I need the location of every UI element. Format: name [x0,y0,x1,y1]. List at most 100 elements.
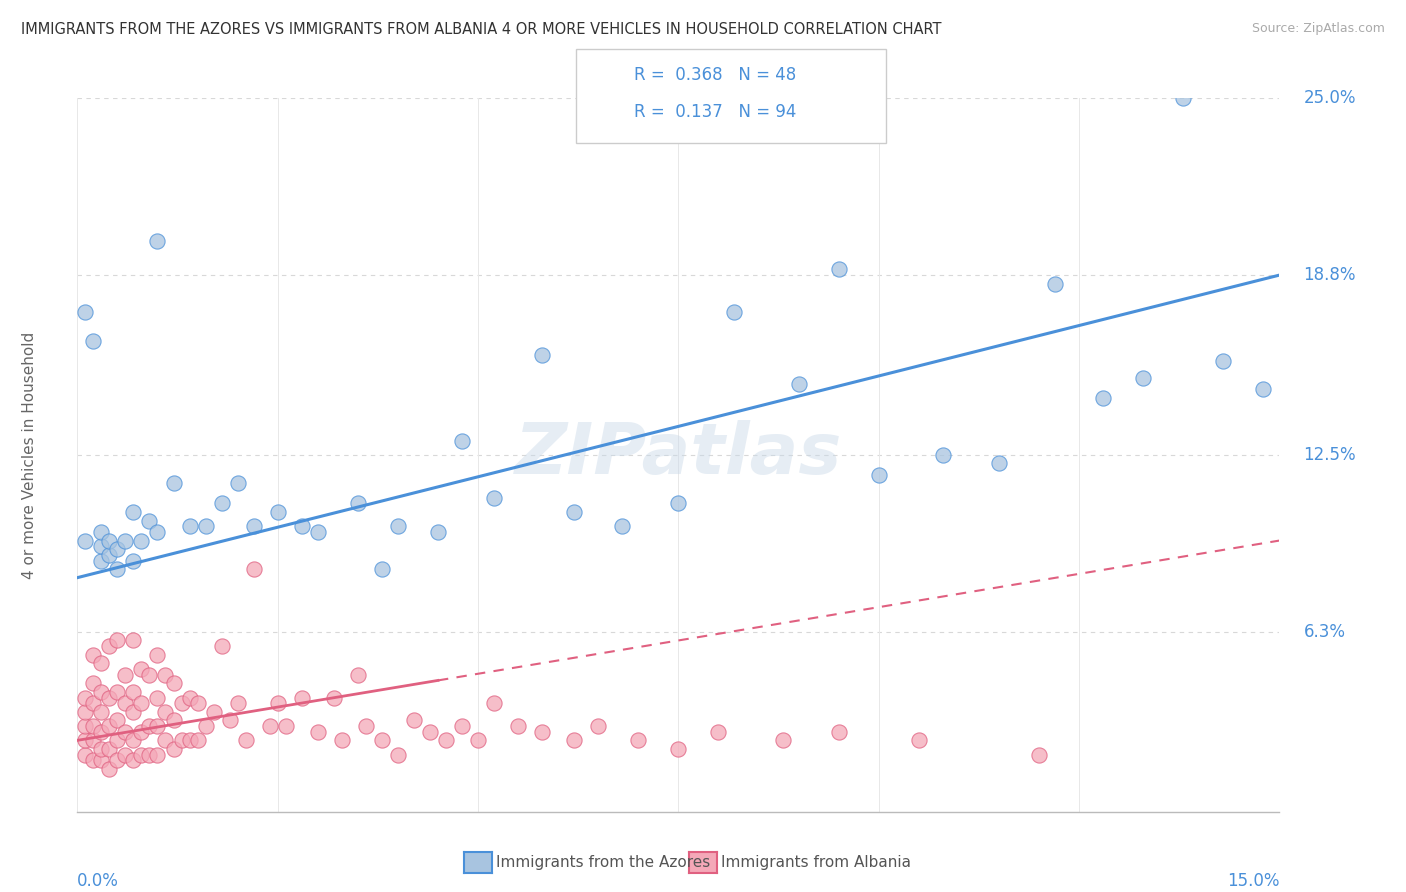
Text: 18.8%: 18.8% [1303,266,1355,284]
Point [427,524,450,539]
Point [75,733,97,747]
Point [387,519,409,533]
Point [138,667,160,681]
Point [179,690,201,705]
Point [707,724,730,739]
Point [107,633,129,648]
Text: Immigrants from the Azores: Immigrants from the Azores [496,855,710,870]
Point [98,762,121,776]
Point [531,348,554,362]
Point [612,519,634,533]
Point [131,662,153,676]
Point [267,696,290,710]
Point [218,714,240,728]
Point [908,733,931,747]
Point [138,719,160,733]
Point [107,562,129,576]
Point [98,690,121,705]
Point [668,496,690,510]
Point [274,719,297,733]
Point [114,747,136,762]
Point [387,747,409,762]
Point [114,696,136,710]
Point [122,505,145,519]
Text: 4 or more Vehicles in Household: 4 or more Vehicles in Household [21,331,37,579]
Point [330,733,353,747]
Text: 6.3%: 6.3% [1303,623,1346,640]
Point [562,505,585,519]
Point [90,742,112,756]
Text: 0.0%: 0.0% [77,871,120,889]
Point [82,334,104,348]
Point [155,705,177,719]
Point [787,376,810,391]
Point [179,519,201,533]
Point [75,690,97,705]
Point [211,639,233,653]
Point [90,724,112,739]
Point [772,733,794,747]
Point [179,733,201,747]
Point [226,696,249,710]
Point [146,747,169,762]
Point [402,714,425,728]
Point [1212,353,1234,368]
Point [98,548,121,562]
Point [162,676,184,690]
Point [114,533,136,548]
Point [531,724,554,739]
Point [194,519,217,533]
Point [354,719,377,733]
Point [82,648,104,662]
Point [202,705,225,719]
Text: 25.0%: 25.0% [1303,89,1355,107]
Point [90,753,112,767]
Point [451,719,474,733]
Text: 15.0%: 15.0% [1227,871,1279,889]
Point [122,633,145,648]
Point [98,719,121,733]
Point [482,696,505,710]
Point [122,685,145,699]
Point [122,733,145,747]
Point [107,685,129,699]
Point [588,719,610,733]
Point [988,457,1011,471]
Point [186,733,209,747]
Point [90,657,112,671]
Point [82,733,104,747]
Point [98,639,121,653]
Point [107,714,129,728]
Point [347,496,370,510]
Point [186,696,209,710]
Point [90,553,112,567]
Point [451,434,474,448]
Point [146,690,169,705]
Point [107,733,129,747]
Point [155,667,177,681]
Point [1253,382,1275,396]
Point [267,505,290,519]
Point [155,733,177,747]
Point [1043,277,1066,291]
Point [259,719,281,733]
Point [668,742,690,756]
Text: R =  0.368   N = 48: R = 0.368 N = 48 [634,66,796,84]
Point [562,733,585,747]
Point [75,705,97,719]
Point [146,234,169,248]
Point [131,533,153,548]
Point [82,753,104,767]
Point [291,519,314,533]
Text: ZIPatlas: ZIPatlas [515,420,842,490]
Point [371,562,394,576]
Point [82,676,104,690]
Point [1132,371,1154,385]
Point [828,262,851,277]
Point [138,514,160,528]
Point [1028,747,1050,762]
Point [235,733,257,747]
Point [131,747,153,762]
Text: 12.5%: 12.5% [1303,446,1357,464]
Point [90,685,112,699]
